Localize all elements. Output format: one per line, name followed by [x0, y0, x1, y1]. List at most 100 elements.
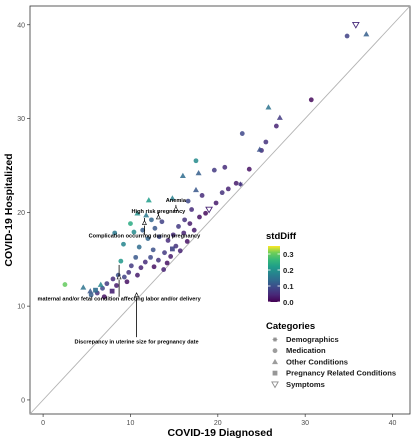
- data-point: [239, 131, 245, 136]
- data-point: [121, 274, 127, 280]
- data-point: [193, 158, 199, 164]
- data-point: [211, 167, 217, 173]
- annotation-label: Anemia: [166, 198, 187, 204]
- data-point: [112, 230, 118, 236]
- data-point: [151, 264, 157, 270]
- data-point: [159, 219, 165, 225]
- color-legend: stdDiff 0.0 0.1 0.2 0.3: [266, 231, 297, 307]
- data-point: [273, 123, 279, 129]
- data-point: [97, 281, 104, 287]
- data-point: [138, 265, 144, 271]
- data-point: [246, 166, 252, 172]
- data-point: [169, 246, 175, 252]
- data-point: [121, 241, 126, 247]
- data-point: [192, 186, 199, 193]
- data-point: [114, 283, 119, 288]
- data-point: [104, 281, 110, 287]
- data-point: [100, 285, 105, 291]
- data-point: [124, 279, 130, 285]
- data-points: [62, 21, 370, 300]
- annotation-label: Discrepancy in uterine size for pregnanc…: [75, 340, 199, 346]
- data-point: [308, 97, 314, 103]
- data-point: [143, 212, 150, 218]
- annotation-label: High risk pregnancy: [132, 209, 187, 215]
- colorbar-tick-label: 0.2: [283, 266, 294, 275]
- legend-key-triangle-down: [271, 381, 279, 389]
- data-point: [161, 267, 167, 272]
- legend-label: Symptoms: [286, 380, 325, 389]
- y-tick-label: 40: [17, 22, 25, 29]
- colorbar-tick-label: 0.0: [283, 298, 294, 307]
- data-point: [101, 294, 107, 300]
- data-point: [109, 288, 115, 294]
- data-point: [156, 257, 161, 263]
- y-axis-title: COVID-19 Hospitalized: [3, 153, 15, 266]
- colorbar-title: stdDiff: [266, 231, 297, 242]
- x-tick-label: 10: [127, 420, 135, 427]
- shape-legend: Categories Demographics Medication Other Co…: [266, 321, 396, 389]
- data-point: [162, 250, 167, 256]
- data-point: [199, 193, 205, 198]
- data-point: [205, 206, 213, 214]
- data-point: [256, 146, 263, 152]
- data-point: [185, 198, 191, 204]
- reference-line: [29, 5, 411, 415]
- y-tick-label: 0: [21, 397, 25, 404]
- data-point: [152, 225, 158, 231]
- x-tick-label: 40: [389, 420, 397, 427]
- data-point: [276, 114, 283, 120]
- y-tick-label: 30: [17, 116, 25, 123]
- legend-key-asterisk: [272, 337, 278, 342]
- annotation-label: Complication occurring during pregnancy: [89, 234, 201, 240]
- legend-label: Demographics: [286, 335, 339, 344]
- legend-label: Other Conditions: [286, 357, 348, 366]
- data-point: [93, 287, 98, 293]
- data-point: [156, 234, 162, 240]
- annotation-arrowhead: [155, 214, 161, 220]
- colorbar-tick-label: 0.1: [283, 282, 294, 291]
- data-point: [181, 230, 187, 236]
- data-point: [128, 263, 134, 269]
- data-point: [165, 238, 171, 243]
- data-point: [168, 254, 174, 259]
- data-point: [191, 227, 197, 233]
- x-tick-label: 20: [214, 420, 222, 427]
- data-point: [88, 292, 94, 298]
- data-point: [238, 181, 243, 187]
- data-point: [187, 221, 193, 227]
- legend-key-circle: [272, 348, 278, 354]
- data-point: [80, 284, 87, 290]
- annotation-arrowhead: [134, 292, 140, 298]
- identity-line: [29, 5, 411, 415]
- data-point: [222, 164, 228, 170]
- data-point: [149, 217, 154, 223]
- data-point: [176, 224, 181, 229]
- x-axis-title: COVID-19 Diagnosed: [167, 427, 272, 439]
- data-point: [126, 269, 132, 275]
- data-point: [263, 139, 269, 145]
- data-point: [87, 288, 94, 294]
- y-tick-label: 10: [17, 304, 25, 311]
- data-point: [145, 197, 152, 203]
- data-point: [142, 259, 148, 265]
- data-point: [135, 272, 140, 278]
- data-point: [219, 190, 225, 196]
- data-point: [179, 172, 186, 179]
- data-point: [170, 232, 176, 238]
- data-point: [136, 244, 142, 250]
- data-point: [265, 104, 272, 110]
- data-point: [62, 282, 68, 287]
- data-point: [140, 227, 146, 233]
- data-point: [145, 236, 151, 242]
- x-tick-label: 30: [301, 420, 309, 427]
- annotation-label: maternal and/or fetal condition affectin…: [38, 297, 202, 303]
- data-point: [133, 254, 139, 260]
- colorbar-gradient: [268, 246, 280, 302]
- data-point: [344, 33, 350, 39]
- data-point: [164, 260, 170, 266]
- x-tick-label: 0: [41, 420, 45, 427]
- colorbar-tick-label: 0.3: [283, 250, 294, 259]
- data-point: [182, 217, 188, 223]
- data-point: [233, 180, 239, 186]
